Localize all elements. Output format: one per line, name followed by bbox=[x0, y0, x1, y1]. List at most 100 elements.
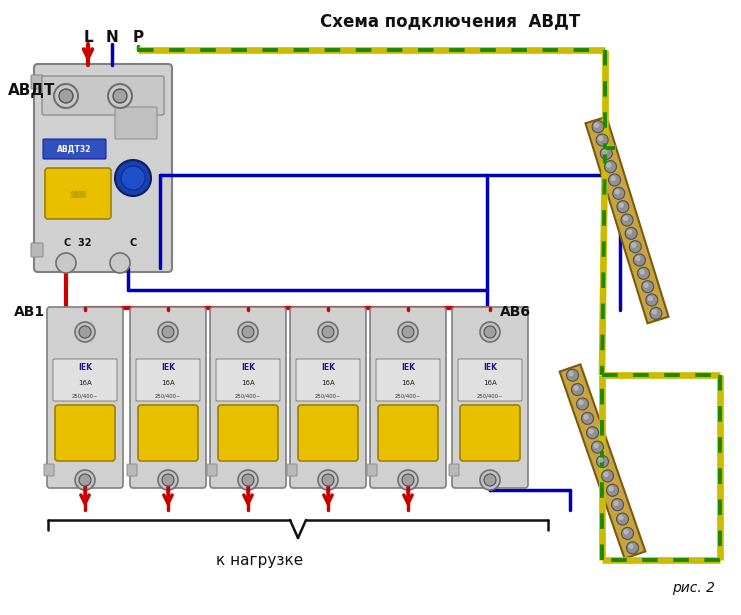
FancyBboxPatch shape bbox=[296, 359, 360, 401]
Circle shape bbox=[605, 161, 617, 173]
Circle shape bbox=[113, 89, 127, 103]
Circle shape bbox=[600, 148, 612, 159]
Circle shape bbox=[322, 474, 334, 486]
Circle shape bbox=[611, 499, 623, 510]
Circle shape bbox=[591, 441, 603, 453]
Circle shape bbox=[589, 429, 593, 433]
Text: рис. 2: рис. 2 bbox=[672, 581, 715, 595]
Circle shape bbox=[242, 326, 254, 338]
Circle shape bbox=[599, 137, 602, 140]
Text: 250/400~: 250/400~ bbox=[72, 394, 99, 399]
Text: 250/400~: 250/400~ bbox=[476, 394, 503, 399]
Text: 16A: 16A bbox=[321, 380, 335, 386]
Circle shape bbox=[59, 89, 73, 103]
Circle shape bbox=[567, 369, 579, 381]
FancyBboxPatch shape bbox=[34, 64, 172, 272]
FancyBboxPatch shape bbox=[45, 168, 111, 219]
Circle shape bbox=[622, 528, 634, 539]
FancyBboxPatch shape bbox=[138, 405, 198, 461]
Circle shape bbox=[597, 134, 608, 146]
FancyBboxPatch shape bbox=[370, 307, 446, 488]
Circle shape bbox=[592, 121, 604, 133]
Circle shape bbox=[584, 415, 588, 419]
Circle shape bbox=[318, 322, 338, 342]
Circle shape bbox=[637, 268, 650, 279]
Circle shape bbox=[54, 84, 78, 108]
Circle shape bbox=[609, 486, 613, 491]
Circle shape bbox=[158, 470, 178, 490]
Circle shape bbox=[484, 326, 496, 338]
Polygon shape bbox=[585, 117, 668, 323]
Circle shape bbox=[402, 474, 414, 486]
Circle shape bbox=[576, 398, 588, 410]
Text: C: C bbox=[130, 238, 136, 248]
FancyBboxPatch shape bbox=[44, 464, 54, 476]
FancyBboxPatch shape bbox=[378, 405, 438, 461]
Circle shape bbox=[75, 322, 95, 342]
Circle shape bbox=[158, 322, 178, 342]
Circle shape bbox=[603, 150, 607, 154]
Circle shape bbox=[402, 326, 414, 338]
Text: 16A: 16A bbox=[483, 380, 497, 386]
FancyBboxPatch shape bbox=[460, 405, 520, 461]
FancyBboxPatch shape bbox=[136, 359, 200, 401]
Circle shape bbox=[79, 326, 91, 338]
Text: АВ6: АВ6 bbox=[500, 305, 531, 319]
Circle shape bbox=[318, 470, 338, 490]
FancyBboxPatch shape bbox=[290, 307, 366, 488]
Circle shape bbox=[646, 294, 658, 306]
Circle shape bbox=[602, 470, 614, 482]
Circle shape bbox=[242, 474, 254, 486]
Circle shape bbox=[398, 322, 418, 342]
Circle shape bbox=[632, 243, 636, 247]
Circle shape bbox=[238, 322, 258, 342]
FancyBboxPatch shape bbox=[42, 76, 164, 115]
Circle shape bbox=[606, 484, 619, 496]
Circle shape bbox=[625, 228, 637, 239]
Circle shape bbox=[652, 310, 657, 314]
Circle shape bbox=[636, 256, 640, 261]
Circle shape bbox=[108, 84, 132, 108]
Text: IEK: IEK bbox=[401, 363, 415, 373]
Circle shape bbox=[79, 474, 91, 486]
FancyBboxPatch shape bbox=[216, 359, 280, 401]
Text: C  32: C 32 bbox=[64, 238, 92, 248]
Circle shape bbox=[571, 384, 583, 395]
Circle shape bbox=[597, 456, 608, 467]
Text: IEK: IEK bbox=[241, 363, 255, 373]
FancyBboxPatch shape bbox=[31, 75, 43, 89]
Circle shape bbox=[640, 270, 644, 274]
FancyBboxPatch shape bbox=[55, 405, 115, 461]
Text: ▓▓▓: ▓▓▓ bbox=[70, 191, 86, 197]
Polygon shape bbox=[559, 365, 645, 558]
Text: 16A: 16A bbox=[78, 380, 92, 386]
Circle shape bbox=[398, 470, 418, 490]
Text: Схема подключения  АВДТ: Схема подключения АВДТ bbox=[320, 12, 580, 30]
Circle shape bbox=[121, 166, 145, 190]
Circle shape bbox=[238, 470, 258, 490]
Text: IEK: IEK bbox=[78, 363, 92, 373]
Circle shape bbox=[480, 322, 500, 342]
Circle shape bbox=[56, 253, 76, 273]
Circle shape bbox=[642, 280, 654, 293]
FancyBboxPatch shape bbox=[298, 405, 358, 461]
Text: к нагрузке: к нагрузке bbox=[216, 552, 304, 568]
Circle shape bbox=[594, 123, 599, 127]
Circle shape bbox=[648, 296, 652, 301]
Text: АВДТ: АВДТ bbox=[8, 82, 56, 98]
Circle shape bbox=[644, 283, 648, 287]
Circle shape bbox=[115, 160, 151, 196]
Circle shape bbox=[629, 544, 633, 549]
FancyBboxPatch shape bbox=[287, 464, 297, 476]
FancyBboxPatch shape bbox=[43, 139, 106, 159]
Text: 250/400~: 250/400~ bbox=[315, 394, 341, 399]
Text: 16A: 16A bbox=[161, 380, 175, 386]
Circle shape bbox=[624, 530, 628, 534]
Circle shape bbox=[599, 458, 603, 462]
FancyBboxPatch shape bbox=[47, 307, 123, 488]
Circle shape bbox=[623, 216, 628, 221]
Circle shape bbox=[586, 427, 599, 438]
Circle shape bbox=[617, 513, 628, 525]
FancyBboxPatch shape bbox=[452, 307, 528, 488]
Circle shape bbox=[613, 188, 625, 199]
